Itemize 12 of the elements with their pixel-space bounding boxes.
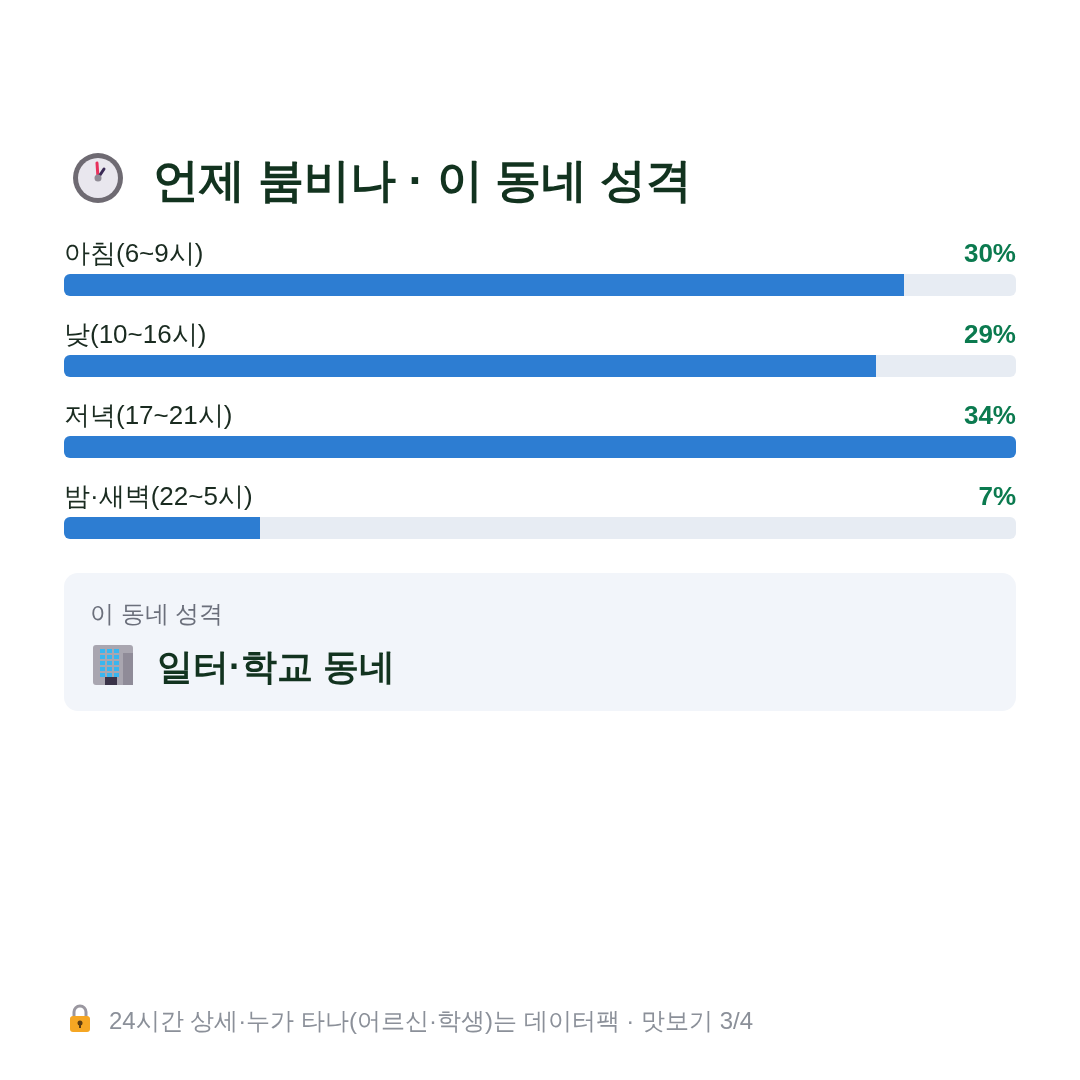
category-label: 저녁(17~21시) <box>64 400 233 430</box>
value-label: 7% <box>978 481 1016 511</box>
value-label: 34% <box>963 400 1016 430</box>
category-label: 아침(6~9시) <box>64 238 204 268</box>
card-title: 이 동네 성격 <box>90 600 224 627</box>
value-label: 29% <box>963 319 1016 349</box>
card-value: 일터·학교 동네 <box>157 646 395 687</box>
category-label: 낮(10~16시) <box>64 319 207 349</box>
note: 24시간 상세·누가 타나(어르신·학생)는 데이터팩 · 맛보기 3/4 <box>109 1007 754 1034</box>
title: 언제 붐비나 · 이 동네 성격 <box>153 154 693 206</box>
value-label: 30% <box>963 238 1016 268</box>
category-label: 밤·새벽(22~5시) <box>64 481 253 511</box>
